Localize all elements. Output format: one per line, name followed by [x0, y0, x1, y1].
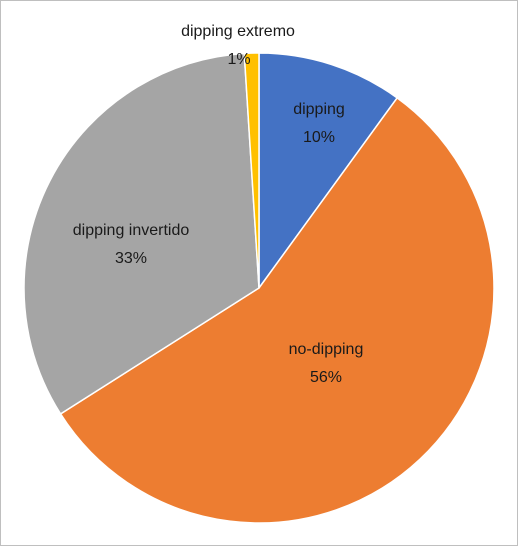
slice-value-no-dipping: 56%	[310, 369, 342, 386]
pie-slice-dipping-invertido	[23, 52, 260, 415]
pie-slice-no-dipping	[59, 96, 495, 524]
pie-slice-dipping-extremo	[243, 52, 260, 289]
slice-value-dipping-extremo: 1%	[227, 51, 250, 68]
slice-label-dipping-invertido: dipping invertido	[73, 222, 190, 239]
slice-value-dipping-invertido: 33%	[115, 250, 147, 267]
pie-labels: dipping 10% no-dipping 56% dipping invertido…	[73, 23, 364, 386]
pie-slices	[23, 52, 495, 524]
slice-label-dipping-extremo: dipping extremo	[181, 23, 295, 40]
slice-label-no-dipping: no-dipping	[289, 341, 364, 358]
slice-value-dipping: 10%	[303, 129, 335, 146]
pie-slice-dipping	[258, 52, 399, 291]
slice-label-dipping: dipping	[293, 101, 345, 118]
